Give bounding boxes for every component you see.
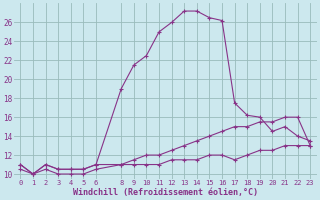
X-axis label: Windchill (Refroidissement éolien,°C): Windchill (Refroidissement éolien,°C) [73,188,258,197]
